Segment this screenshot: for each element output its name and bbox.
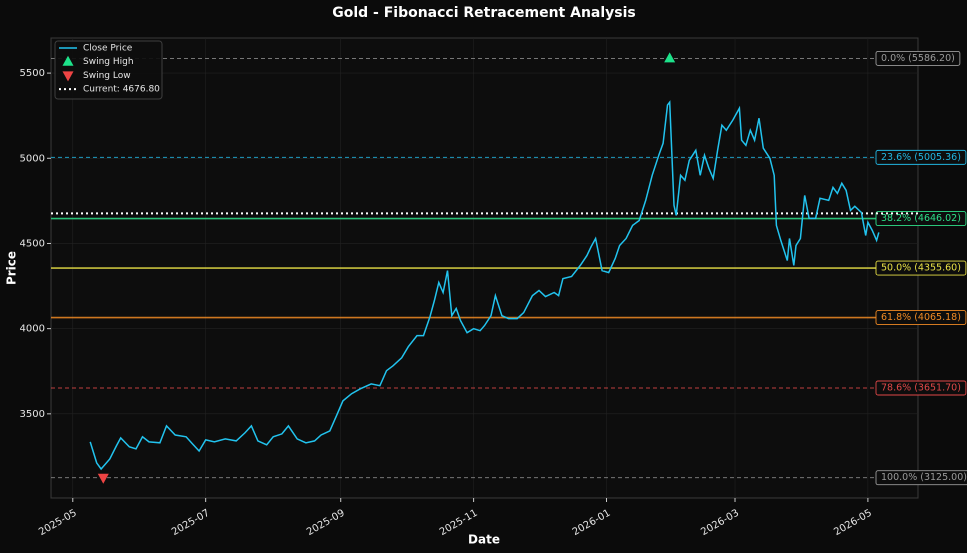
legend-label: Close Price — [83, 44, 133, 54]
fib-label-box — [875, 50, 961, 66]
fib-label-box — [875, 310, 967, 325]
fib-label: 78.6% (3651.70) — [881, 382, 961, 393]
legend-label: Swing Low — [83, 71, 131, 81]
chart-title: Gold - Fibonacci Retracement Analysis — [332, 5, 636, 21]
y-tick-label: 4000 — [20, 324, 45, 335]
y-tick-label: 3500 — [20, 409, 45, 420]
y-tick-label: 5500 — [20, 68, 45, 79]
legend-label: Swing High — [83, 57, 134, 67]
fib-label: 50.0% (4355.60) — [881, 263, 961, 274]
fib-label-box — [875, 260, 967, 276]
fib-label: 38.2% (4646.02) — [881, 213, 961, 224]
x-axis-label: Date — [468, 533, 500, 547]
fib-label: 23.6% (5005.36) — [881, 152, 961, 163]
fib-label-box — [875, 211, 967, 227]
legend-box — [54, 40, 163, 100]
legend-label: Current: 4676.80 — [83, 85, 160, 95]
price-line — [89, 100, 880, 471]
y-tick-label: 4500 — [20, 238, 45, 249]
fib-label-box — [875, 149, 967, 165]
legend-swatch — [62, 55, 74, 66]
fib-label-box — [875, 470, 967, 486]
swing-low-marker — [97, 473, 109, 484]
swing-high-marker — [664, 52, 676, 63]
legend-swatch — [62, 71, 74, 82]
fib-label: 0.0% (5586.20) — [881, 53, 955, 64]
fib-label: 100.0% (3125.00) — [881, 472, 967, 483]
fib-label: 61.8% (4065.18) — [881, 312, 961, 323]
fib-label-box — [875, 380, 967, 396]
y-tick-label: 5000 — [20, 153, 45, 164]
y-axis-label: Price — [5, 251, 19, 285]
